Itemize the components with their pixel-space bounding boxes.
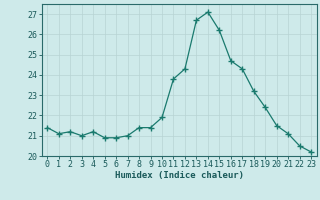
X-axis label: Humidex (Indice chaleur): Humidex (Indice chaleur) — [115, 171, 244, 180]
